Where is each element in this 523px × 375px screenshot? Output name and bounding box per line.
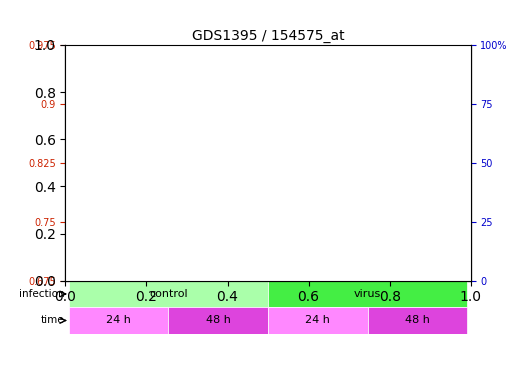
Text: infection: infection — [19, 289, 65, 299]
Text: GSM61890: GSM61890 — [214, 122, 223, 171]
Title: GDS1395 / 154575_at: GDS1395 / 154575_at — [192, 28, 344, 43]
FancyBboxPatch shape — [69, 281, 268, 307]
Bar — [77, 159, 94, 281]
FancyBboxPatch shape — [368, 307, 468, 334]
Point — [181, 110, 189, 116]
Text: GSM61899: GSM61899 — [347, 122, 356, 171]
Point — [447, 101, 455, 107]
Text: GSM61891: GSM61891 — [147, 122, 156, 171]
Text: time: time — [41, 315, 65, 326]
Text: control: control — [149, 289, 188, 299]
Bar — [177, 247, 194, 281]
Point — [314, 101, 322, 107]
Text: 24 h: 24 h — [305, 315, 331, 326]
Bar — [110, 222, 127, 281]
Text: virus: virus — [354, 289, 381, 299]
Text: GSM61886: GSM61886 — [81, 122, 90, 171]
Bar — [376, 104, 393, 281]
Bar — [343, 139, 359, 281]
Point — [347, 84, 355, 90]
Bar — [442, 190, 459, 281]
Bar — [310, 249, 326, 281]
Text: 48 h: 48 h — [206, 315, 231, 326]
Point — [147, 117, 156, 123]
FancyBboxPatch shape — [69, 307, 168, 334]
Text: GSM61897: GSM61897 — [313, 122, 322, 171]
Bar — [243, 200, 260, 281]
Point — [81, 110, 89, 116]
Text: GSM61898: GSM61898 — [413, 122, 422, 171]
Text: 24 h: 24 h — [106, 315, 131, 326]
Bar — [409, 57, 426, 281]
Bar — [276, 190, 293, 281]
Point — [115, 117, 123, 123]
Point — [280, 103, 289, 109]
Point — [413, 101, 422, 107]
FancyBboxPatch shape — [268, 307, 368, 334]
Point — [247, 124, 256, 130]
Point — [380, 101, 389, 107]
Point — [214, 110, 222, 116]
Text: GSM61896: GSM61896 — [380, 122, 389, 171]
FancyBboxPatch shape — [268, 281, 468, 307]
Text: GSM61892: GSM61892 — [247, 122, 256, 171]
Text: GSM61893: GSM61893 — [280, 122, 289, 171]
Bar — [210, 257, 226, 281]
Text: 48 h: 48 h — [405, 315, 430, 326]
Text: GSM61900: GSM61900 — [446, 122, 455, 171]
Text: GSM61889: GSM61889 — [114, 122, 123, 171]
Text: GSM61888: GSM61888 — [180, 122, 189, 171]
FancyBboxPatch shape — [168, 307, 268, 334]
Bar — [143, 224, 160, 281]
